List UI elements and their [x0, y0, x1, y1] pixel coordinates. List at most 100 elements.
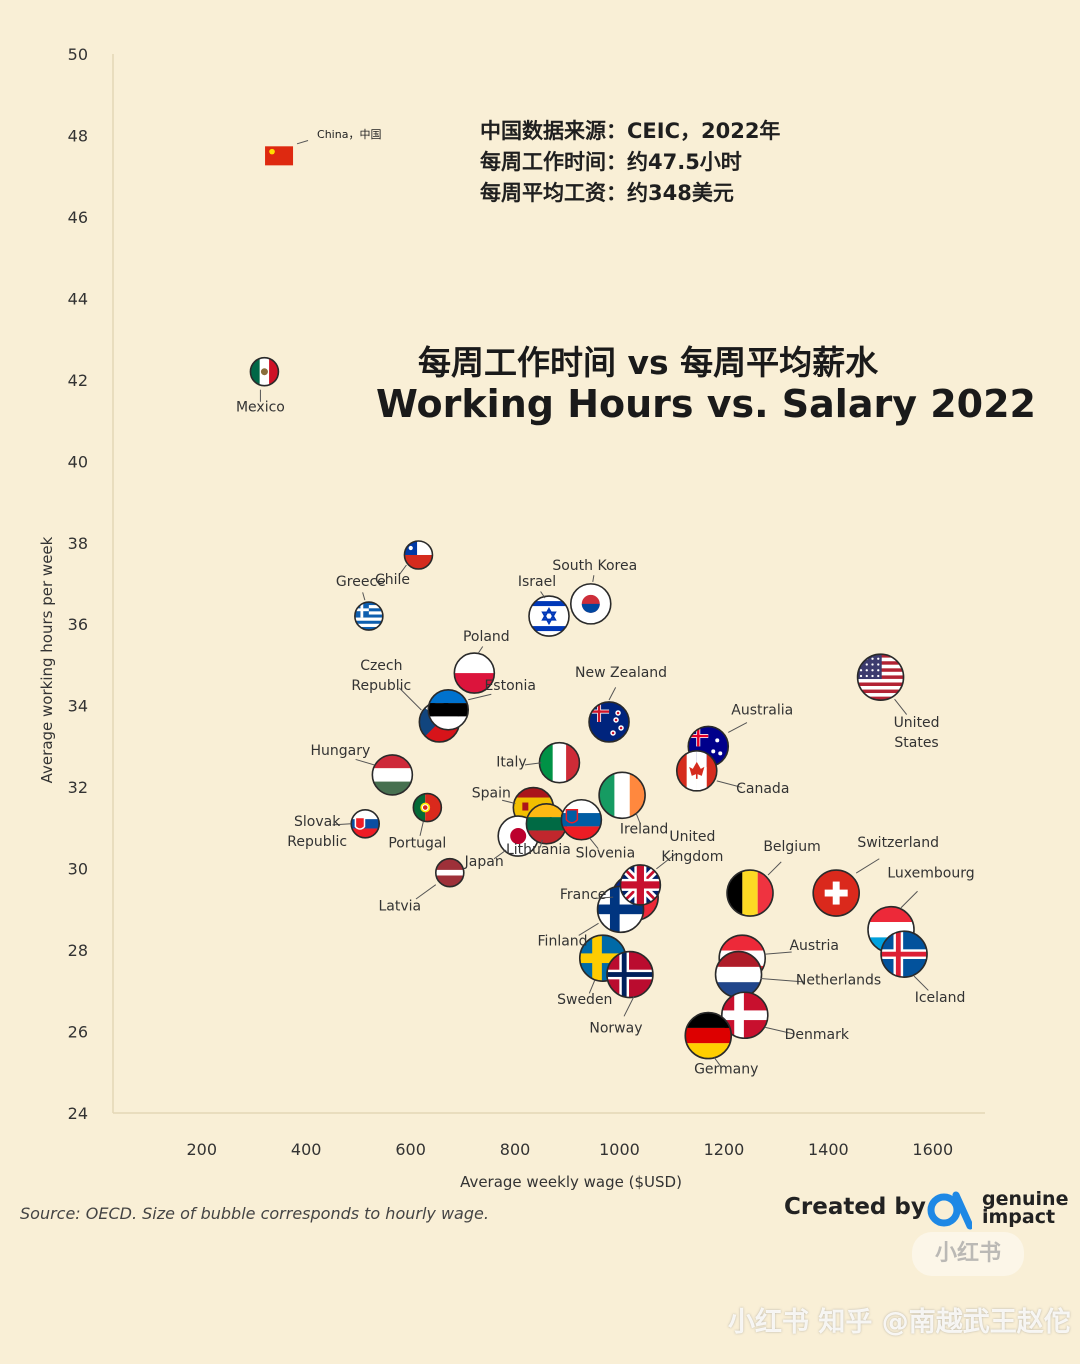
label-austria: Austria — [789, 938, 838, 954]
point-ireland — [598, 771, 646, 820]
point-estonia — [427, 688, 470, 731]
label-belgium: Belgium — [763, 839, 820, 855]
y-tick-label: 42 — [68, 371, 88, 390]
label-leader-line — [728, 722, 748, 733]
point-slovenia — [560, 798, 603, 841]
point-switzerland — [812, 869, 860, 917]
chart-title: Working Hours vs. Salary 2022 — [376, 382, 1036, 426]
point-greece — [354, 601, 384, 631]
brand-line-1: genuine — [982, 1188, 1069, 1210]
point-lithuania — [525, 803, 568, 845]
label-leader-line — [296, 140, 309, 145]
point-iceland — [880, 930, 928, 978]
zhihu-watermark: 小红书 知乎 @南越武王赵佗 — [728, 1307, 1071, 1338]
label-lithuania: Lithuania — [506, 842, 571, 858]
label-leader-line — [477, 646, 484, 654]
label-leader-line — [635, 813, 641, 825]
label-finland: Finland — [538, 933, 588, 949]
label-leader-line — [540, 591, 546, 599]
label-norway: Norway — [589, 1021, 642, 1037]
point-south-korea — [569, 583, 612, 625]
label-iceland: Iceland — [915, 990, 966, 1006]
label-usa: United States — [894, 715, 940, 751]
label-leader-line — [764, 951, 792, 955]
label-uk: United Kingdom — [661, 829, 723, 865]
label-netherlands: Netherlands — [796, 973, 881, 989]
label-leader-line — [900, 890, 918, 909]
x-tick-label: 600 — [395, 1140, 426, 1159]
y-tick-label: 32 — [68, 778, 88, 797]
chart-title-chinese: 每周工作时间 vs 每周平均薪水 — [418, 343, 879, 382]
label-leader-line — [913, 975, 929, 991]
point-belgium — [726, 869, 774, 917]
label-leader-line — [894, 698, 908, 715]
source-note: Source: OECD. Size of bubble corresponds… — [20, 1204, 489, 1223]
label-south-korea: South Korea — [552, 558, 637, 574]
point-portugal — [412, 792, 443, 823]
y-tick-label: 48 — [68, 126, 88, 145]
label-chile: Chile — [375, 572, 410, 588]
point-slovakia — [350, 809, 381, 839]
point-italy — [538, 741, 581, 784]
point-netherlands — [714, 950, 763, 999]
point-usa — [856, 653, 905, 701]
x-tick-label: 800 — [500, 1140, 531, 1159]
label-leader-line — [716, 780, 743, 788]
label-leader-line — [578, 922, 599, 936]
point-latvia — [434, 857, 465, 888]
xiaohongshu-watermark: 小红书 — [912, 1232, 1024, 1276]
label-spain: Spain — [472, 786, 511, 802]
y-tick-label: 26 — [68, 1023, 88, 1042]
y-tick-label: 46 — [68, 208, 88, 227]
label-leader-line — [332, 823, 352, 826]
label-israel: Israel — [518, 574, 556, 590]
y-tick-label: 36 — [68, 615, 88, 634]
label-hungary: Hungary — [310, 743, 370, 759]
label-leader-line — [592, 575, 595, 582]
genuine-impact-logo-icon — [927, 1191, 972, 1230]
label-leader-line — [760, 978, 804, 983]
label-leader-line — [539, 839, 543, 848]
point-mexico — [249, 356, 280, 387]
label-leader-line — [398, 564, 407, 576]
label-china: China，中国 — [317, 128, 381, 141]
label-sweden: Sweden — [557, 992, 612, 1008]
point-poland — [453, 652, 496, 694]
label-leader-line — [524, 762, 542, 766]
label-estonia: Estonia — [484, 678, 536, 694]
point-uk — [619, 864, 662, 906]
label-italy: Italy — [496, 755, 526, 771]
x-tick-label: 1200 — [704, 1140, 745, 1159]
point-norway — [606, 950, 654, 999]
label-leader-line — [608, 687, 617, 701]
label-poland: Poland — [463, 629, 510, 645]
label-leader-line — [493, 849, 507, 860]
x-tick-label: 200 — [186, 1140, 217, 1159]
point-new-zealand — [588, 701, 630, 743]
info-line-hours: 每周工作时间：约47.5小时 — [480, 150, 742, 174]
label-japan: Japan — [464, 854, 504, 870]
brand-line-2: impact — [982, 1206, 1056, 1228]
label-greece: Greece — [336, 574, 386, 590]
chart-grid — [112, 54, 985, 1114]
y-tick-label: 28 — [68, 941, 88, 960]
label-czech: Czech Republic — [351, 658, 411, 694]
x-tick-label: 400 — [291, 1140, 322, 1159]
label-mexico: Mexico — [236, 400, 285, 416]
label-leader-line — [656, 853, 677, 870]
info-line-source: 中国数据来源：CEIC，2022年 — [480, 119, 781, 143]
label-denmark: Denmark — [785, 1027, 850, 1043]
info-line-wage: 每周平均工资：约348美元 — [480, 181, 734, 205]
y-axis-title: Average working hours per week — [38, 536, 56, 783]
label-leader-line — [623, 996, 635, 1017]
point-israel — [528, 595, 570, 637]
point-germany — [684, 1011, 733, 1060]
y-tick-label: 38 — [68, 534, 88, 553]
y-tick-label: 40 — [68, 452, 88, 471]
y-tick-label: 44 — [68, 289, 88, 308]
point-canada — [675, 750, 718, 792]
x-tick-label: 1600 — [912, 1140, 953, 1159]
point-hungary — [371, 754, 414, 796]
y-tick-label: 50 — [68, 45, 88, 64]
label-leader-line — [468, 693, 492, 701]
